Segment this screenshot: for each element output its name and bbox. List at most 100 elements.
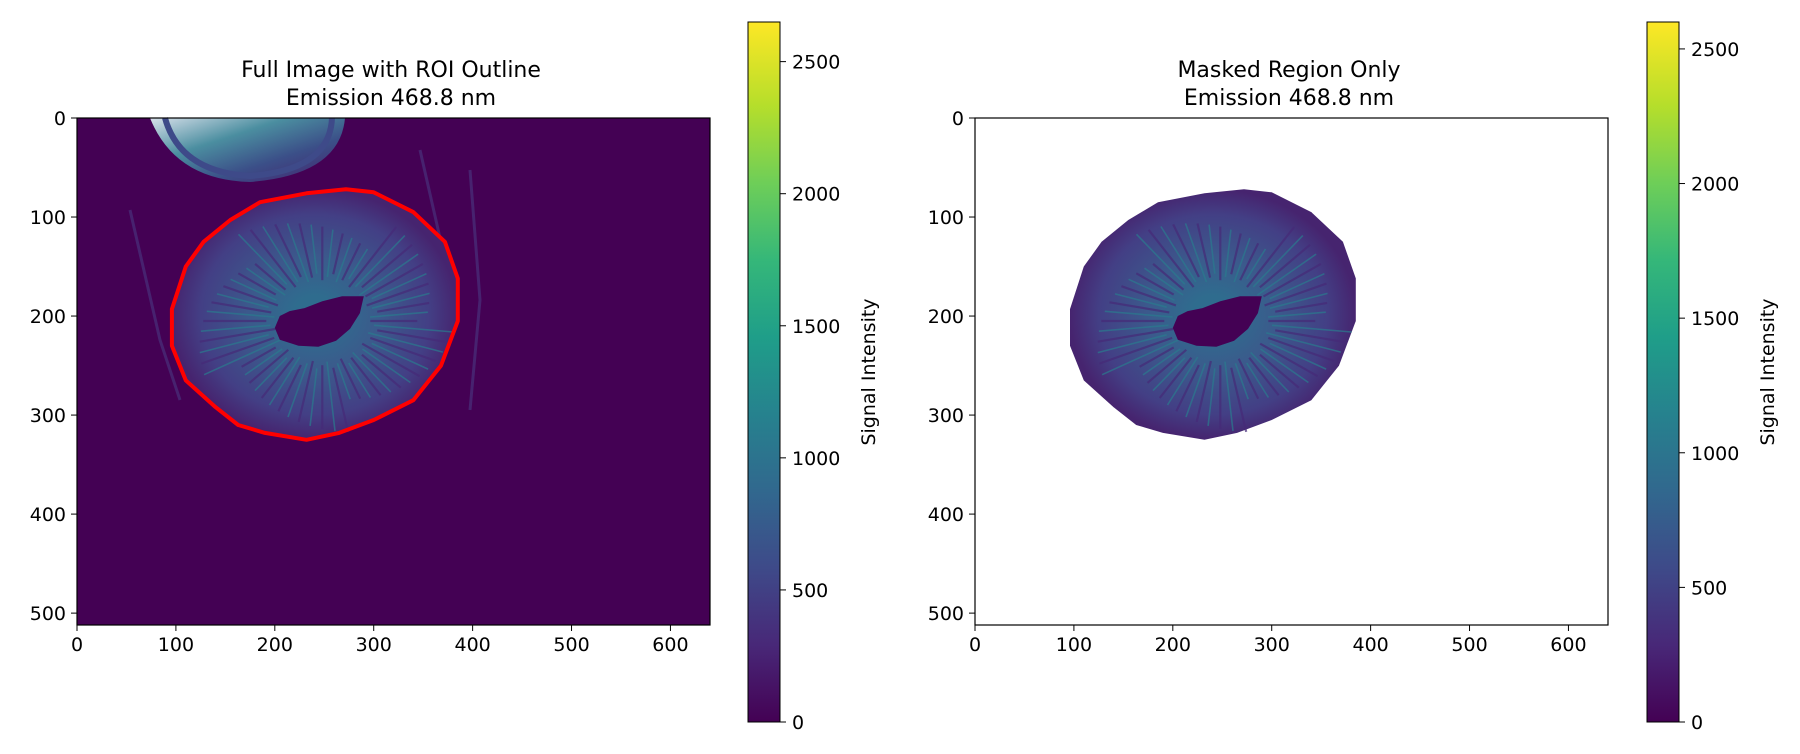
iris-streak xyxy=(1184,223,1208,283)
colorbar-tick-label: 0 xyxy=(792,712,804,734)
iris-streak xyxy=(377,301,430,313)
iris-streak xyxy=(1195,360,1212,423)
iris-streak xyxy=(287,363,308,418)
panel1-pupil xyxy=(274,296,364,347)
y-tick-label: 200 xyxy=(30,306,66,328)
x-tick-label: 0 xyxy=(969,634,981,656)
iris-streak xyxy=(268,356,301,406)
x-tick-label: 400 xyxy=(1352,634,1388,656)
colorbar-tick-label: 1000 xyxy=(792,448,840,470)
iris-streak xyxy=(1275,329,1347,344)
iris-streak xyxy=(200,324,271,332)
iris-streak xyxy=(1135,272,1175,296)
x-tick-label: 300 xyxy=(1254,634,1290,656)
y-tick-label: 100 xyxy=(928,207,964,229)
iris-streak xyxy=(326,229,334,278)
iris-streak xyxy=(1259,243,1311,289)
iris-streak xyxy=(237,233,288,285)
iris-streak xyxy=(254,263,287,291)
iris-streak xyxy=(249,229,297,288)
iris-streak xyxy=(1267,336,1335,363)
iris-streak xyxy=(1098,336,1173,365)
panel1-x-axis: 0 100 200 300 400 500 600 xyxy=(71,625,689,656)
y-tick-label: 300 xyxy=(30,405,66,427)
iris-streak xyxy=(254,357,288,392)
iris-streak xyxy=(1248,357,1280,396)
iris-streak xyxy=(199,327,276,343)
iris-streak xyxy=(1259,353,1300,389)
colorbar1 xyxy=(747,21,781,723)
iris-streak xyxy=(199,334,269,354)
iris-streak xyxy=(350,357,382,396)
x-tick-label: 0 xyxy=(71,634,83,656)
iris-streak xyxy=(348,226,398,288)
lens-rim xyxy=(162,117,335,180)
colorbar-tick-label: 2500 xyxy=(1691,39,1739,61)
iris-streak xyxy=(354,235,406,288)
iris-streak xyxy=(203,339,281,376)
colorbar-tick-label: 2000 xyxy=(792,184,840,206)
iris-streak xyxy=(1207,368,1216,426)
iris-streak xyxy=(1175,364,1200,412)
iris-streak xyxy=(1208,224,1216,274)
iris-streak xyxy=(1144,267,1184,296)
x-tick-label: 100 xyxy=(158,634,194,656)
iris-streak xyxy=(1152,357,1186,392)
iris-streak xyxy=(241,346,277,368)
iris-streak xyxy=(1139,346,1175,368)
iris-streak xyxy=(1128,278,1175,301)
colorbar1-label: Signal Intensity xyxy=(858,298,880,445)
panel2-iris-texture xyxy=(1097,223,1352,433)
iris-streak xyxy=(211,301,272,314)
iris-streak xyxy=(1252,235,1304,288)
iris-streak xyxy=(248,348,290,384)
iris-streak xyxy=(1262,262,1322,298)
y-tick-label: 0 xyxy=(54,108,66,130)
colorbar-tick-label: 1500 xyxy=(792,316,840,338)
panel1-title-line2: Emission 468.8 nm xyxy=(286,86,496,111)
panel1-axes-frame xyxy=(76,117,711,626)
roi-outline xyxy=(169,187,460,442)
iris-streak xyxy=(309,368,318,426)
iris-streak xyxy=(361,342,421,378)
y-tick-label: 500 xyxy=(928,603,964,625)
iris-streak xyxy=(1196,223,1212,278)
iris-streak xyxy=(358,253,419,296)
iris-streak xyxy=(1265,332,1342,353)
iris-streak xyxy=(1097,327,1174,343)
iris-streak xyxy=(260,357,295,399)
iris-streak xyxy=(244,348,283,376)
iris-streak xyxy=(1135,233,1186,285)
iris-streak xyxy=(286,223,310,283)
iris-streak xyxy=(361,353,402,389)
iris-streak xyxy=(1114,293,1167,308)
panel2-title-line2: Emission 468.8 nm xyxy=(1184,86,1394,111)
iris-streak xyxy=(336,363,351,400)
iris-streak xyxy=(297,360,314,423)
iris-streak xyxy=(1230,367,1248,433)
iris-streak xyxy=(274,223,302,278)
iris-streak xyxy=(1104,310,1173,318)
iris-streak xyxy=(1275,301,1328,313)
colorbar2-ticks: 0 500 1000 1500 2000 2500 xyxy=(1679,39,1739,734)
iris-streak xyxy=(371,272,427,300)
colorbar-tick-label: 1500 xyxy=(1691,308,1739,330)
colorbar-tick-label: 0 xyxy=(1691,712,1703,734)
iris-streak xyxy=(1234,363,1249,400)
x-tick-label: 200 xyxy=(1155,634,1191,656)
iris-streak xyxy=(373,324,454,333)
iris-streak xyxy=(1224,361,1234,432)
iris-streak xyxy=(335,237,353,283)
x-tick-label: 400 xyxy=(454,634,490,656)
iris-streak xyxy=(216,293,269,308)
iris-streak xyxy=(367,332,444,353)
iris-streak xyxy=(298,223,314,278)
y-tick-label: 100 xyxy=(30,207,66,229)
iris-streak xyxy=(1097,334,1167,354)
iris-streak xyxy=(348,362,372,398)
iris-streak xyxy=(262,226,299,283)
y-tick-label: 300 xyxy=(928,405,964,427)
iris-streak xyxy=(1233,237,1251,283)
panel1-iris-texture xyxy=(199,223,454,433)
x-tick-label: 300 xyxy=(356,634,392,656)
